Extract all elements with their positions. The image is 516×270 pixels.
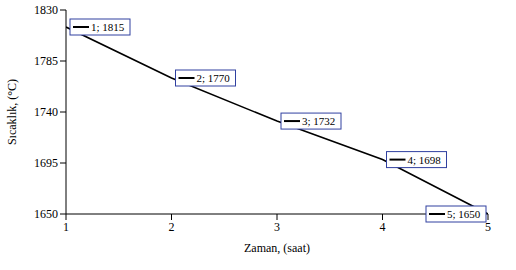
svg-text:5; 1650: 5; 1650 — [447, 208, 481, 220]
svg-text:1650: 1650 — [34, 207, 58, 221]
svg-text:1740: 1740 — [34, 105, 58, 119]
svg-text:Zaman, (saat): Zaman, (saat) — [244, 241, 310, 255]
svg-text:1; 1815: 1; 1815 — [91, 21, 125, 33]
svg-text:4: 4 — [380, 220, 386, 234]
svg-text:1785: 1785 — [34, 54, 58, 68]
svg-text:3; 1732: 3; 1732 — [302, 115, 335, 127]
svg-text:Sıcaklık, (°C): Sıcaklık, (°C) — [8, 79, 19, 145]
svg-text:1: 1 — [63, 220, 69, 234]
svg-text:1830: 1830 — [34, 3, 58, 17]
svg-text:1695: 1695 — [34, 156, 58, 170]
svg-text:3: 3 — [274, 220, 280, 234]
svg-text:5: 5 — [485, 219, 491, 234]
svg-text:4; 1698: 4; 1698 — [408, 154, 442, 166]
svg-text:2; 1770: 2; 1770 — [197, 72, 231, 84]
svg-text:2: 2 — [169, 220, 175, 234]
